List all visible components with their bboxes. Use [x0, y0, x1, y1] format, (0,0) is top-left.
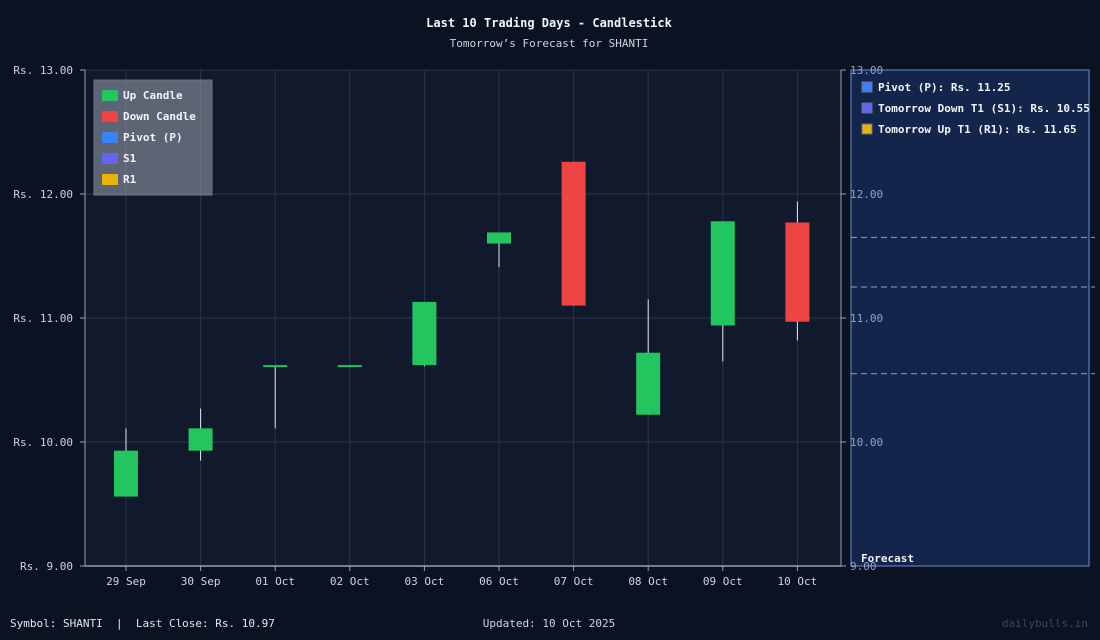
x-tick-label: 30 Sep: [181, 575, 221, 588]
legend-label: S1: [123, 152, 137, 165]
footer-brand: dailybulls.in: [1002, 617, 1088, 630]
legend-swatch: [102, 174, 118, 185]
x-tick-label: 10 Oct: [778, 575, 818, 588]
right-tick-label: 10.00: [850, 436, 883, 449]
candle-body: [561, 161, 586, 306]
candle-body: [636, 352, 661, 415]
forecast-legend-swatch: [861, 123, 873, 135]
x-tick-label: 06 Oct: [479, 575, 519, 588]
y-tick-label: Rs. 12.00: [13, 188, 73, 201]
footer-updated: Updated: 10 Oct 2025: [483, 617, 615, 630]
x-tick-label: 08 Oct: [628, 575, 668, 588]
legend-label: R1: [123, 173, 137, 186]
forecast-legend-swatch: [861, 81, 873, 93]
candle-body: [188, 428, 213, 451]
legend-label: Pivot (P): [123, 131, 183, 144]
right-tick-label: 9.00: [850, 560, 877, 573]
legend-label: Up Candle: [123, 89, 183, 102]
candle-body: [263, 365, 288, 368]
legend-swatch: [102, 111, 118, 122]
legend: Up Candle Down Candle Pivot (P) S1 R1: [93, 79, 213, 196]
x-tick-label: 03 Oct: [405, 575, 445, 588]
right-tick-label: 11.00: [850, 312, 883, 325]
candle-body: [710, 221, 735, 326]
x-tick-label: 01 Oct: [255, 575, 295, 588]
x-tick-label: 07 Oct: [554, 575, 594, 588]
y-tick-label: Rs. 9.00: [20, 560, 73, 573]
legend-label: Down Candle: [123, 110, 196, 123]
forecast-legend-label: Tomorrow Down T1 (S1): Rs. 10.55: [878, 102, 1090, 115]
forecast-legend-label: Tomorrow Up T1 (R1): Rs. 11.65: [878, 123, 1077, 136]
right-tick-label: 12.00: [850, 188, 883, 201]
candle-body: [114, 450, 138, 497]
footer-symbol: Symbol: SHANTI | Last Close: Rs. 10.97: [10, 617, 275, 630]
right-tick-label: 13.00: [850, 64, 883, 77]
y-tick-label: Rs. 10.00: [13, 436, 73, 449]
candle-body: [785, 222, 810, 322]
candle-body: [412, 301, 437, 366]
candle-body: [337, 365, 362, 368]
x-tick-label: 02 Oct: [330, 575, 370, 588]
x-tick-label: 29 Sep: [106, 575, 146, 588]
legend-swatch: [102, 90, 118, 101]
forecast-label: Forecast: [861, 552, 914, 565]
forecast-panel: [850, 69, 1090, 567]
legend-swatch: [102, 153, 118, 164]
legend-swatch: [102, 132, 118, 143]
candle-body: [487, 232, 511, 244]
x-tick-label: 09 Oct: [703, 575, 743, 588]
y-tick-label: Rs. 11.00: [13, 312, 73, 325]
chart-title: Last 10 Trading Days - Candlestick: [426, 16, 672, 30]
forecast-legend-swatch: [861, 102, 873, 114]
y-tick-label: Rs. 13.00: [13, 64, 73, 77]
chart-subtitle: Tomorrow’s Forecast for SHANTI: [450, 37, 649, 50]
forecast-legend-label: Pivot (P): Rs. 11.25: [878, 81, 1010, 94]
